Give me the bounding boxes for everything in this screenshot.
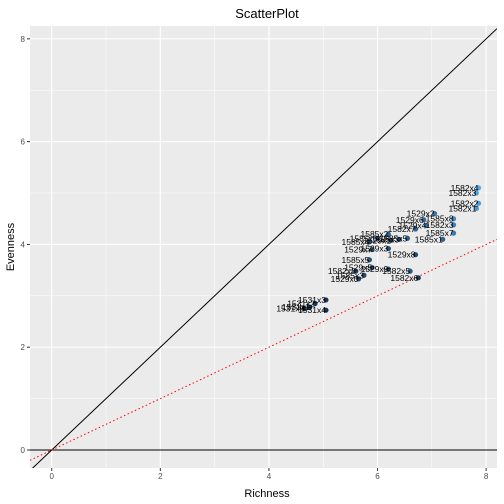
point-label: 1531x4 — [298, 305, 326, 315]
data-point — [355, 276, 362, 282]
x-tick-label: 6 — [375, 472, 380, 481]
x-tick-label: 4 — [267, 472, 272, 481]
data-point — [423, 222, 430, 229]
point-label: 1529x2 — [407, 209, 435, 219]
point-label: 1582x5 — [382, 266, 410, 276]
data-point — [323, 297, 329, 303]
point-label: 1582x7 — [388, 224, 416, 234]
data-point — [374, 235, 381, 241]
point-label: 1585x3 — [336, 270, 364, 280]
point-label: 1585x5 — [380, 233, 408, 243]
x-tick-label: 0 — [49, 472, 54, 481]
point-label: 1582x3 — [448, 188, 476, 198]
y-axis-title: Evenness — [5, 222, 17, 271]
point-label: 1585x6 — [350, 233, 378, 243]
y-tick-label: 6 — [21, 138, 26, 147]
data-point — [407, 268, 413, 274]
point-label: 1529x7 — [344, 245, 372, 255]
data-point — [475, 200, 482, 206]
point-label: 1531x1 — [282, 302, 310, 312]
data-point — [307, 304, 313, 310]
x-tick-label: 2 — [158, 472, 163, 481]
point-label: 1531x2 — [287, 299, 315, 309]
point-label: 1529x4 — [399, 220, 427, 230]
point-label: 1585x2 — [361, 229, 389, 239]
point-label: 1582x6 — [390, 273, 418, 283]
point-label: 1585x1 — [415, 234, 443, 244]
data-point — [388, 237, 394, 243]
data-point — [385, 266, 391, 272]
panel-background — [30, 26, 497, 468]
point-label: 1529x5 — [344, 263, 372, 273]
data-point — [450, 230, 457, 236]
point-label: 1529x1 — [363, 235, 391, 245]
point-label: 1529x6 — [396, 215, 424, 225]
data-point — [473, 205, 479, 212]
x-tick-label: 8 — [484, 472, 489, 481]
y-tick-label: 8 — [21, 35, 26, 44]
point-label: 1531x5 — [276, 304, 304, 314]
data-point — [421, 217, 427, 223]
point-label: 1585x3 — [371, 234, 399, 244]
data-point — [396, 236, 402, 242]
data-point — [385, 231, 391, 237]
point-label: 1531x3 — [298, 295, 326, 305]
data-point — [431, 210, 438, 217]
point-label: 1582x3 — [426, 220, 454, 230]
data-point — [412, 252, 419, 258]
data-point — [323, 307, 329, 313]
point-label: 1529x3 — [361, 244, 389, 254]
x-axis-title: Richness — [244, 488, 290, 500]
data-point — [415, 275, 421, 281]
data-point — [366, 239, 372, 245]
point-label: 1582x4 — [451, 183, 479, 193]
point-label: 1585x4 — [341, 237, 369, 247]
x-axis-ticks: 0 2 4 6 8 — [49, 468, 489, 481]
point-label: 1529x8 — [388, 250, 416, 260]
point-labels: 1582x41582x31582x21582x11529x21585x81529… — [276, 183, 478, 315]
data-point — [473, 190, 479, 196]
data-point — [369, 246, 375, 253]
point-label: 1529x0 — [331, 274, 359, 284]
data-point — [412, 226, 419, 232]
y-tick-label: 2 — [21, 343, 26, 352]
y-axis-ticks: 0 2 4 6 8 — [21, 35, 30, 455]
data-point — [312, 300, 318, 307]
data-point — [475, 185, 482, 191]
chart-title: ScatterPlot — [235, 6, 299, 21]
data-point — [450, 216, 457, 222]
data-points — [301, 185, 482, 313]
point-label: 1585x5 — [341, 255, 369, 265]
data-point — [366, 257, 372, 263]
data-point — [450, 222, 457, 228]
data-point — [385, 245, 391, 252]
reference-lines — [30, 28, 497, 468]
point-label: 1582x1 — [448, 203, 476, 213]
point-label: 1585x7 — [426, 228, 454, 238]
point-label: 1582x8 — [328, 266, 356, 276]
data-point — [369, 264, 375, 271]
y-tick-label: 4 — [21, 240, 26, 249]
data-point — [353, 268, 359, 274]
y-tick-label: 0 — [21, 446, 26, 455]
point-label: 1529x9 — [361, 264, 389, 274]
reference-line-identity — [31, 28, 497, 468]
point-label: 1582x2 — [451, 198, 479, 208]
data-point — [361, 272, 367, 278]
point-label: 1585x8 — [426, 214, 454, 224]
data-point — [440, 236, 446, 242]
plot-panel — [30, 26, 497, 468]
data-point — [404, 235, 411, 241]
data-point — [301, 306, 307, 312]
